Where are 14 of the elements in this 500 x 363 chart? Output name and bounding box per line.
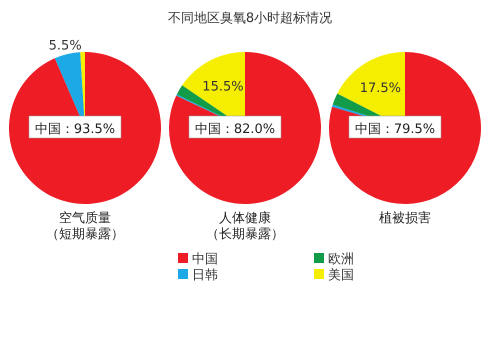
legend-label: 日韩 xyxy=(192,268,218,283)
text: 植被损害 xyxy=(379,210,431,226)
data-label: 17.5% xyxy=(360,80,402,96)
legend-label: 欧洲 xyxy=(328,252,354,267)
data-label: 中国：82.0% xyxy=(194,122,276,137)
text: 人体健康（长期暴露） xyxy=(206,211,284,242)
legend-label: 美国 xyxy=(328,267,354,283)
chart-title: 不同地区臭氧8小时超标情况 xyxy=(168,11,332,26)
legend-label: 中国 xyxy=(192,252,218,267)
data-label: 中国：93.5% xyxy=(34,122,116,137)
text: 空气质量（短期暴露） xyxy=(46,211,124,242)
data-label: 15.5% xyxy=(202,79,244,94)
data-label: 中国：79.5% xyxy=(354,122,436,137)
data-label: 5.5% xyxy=(48,38,82,54)
